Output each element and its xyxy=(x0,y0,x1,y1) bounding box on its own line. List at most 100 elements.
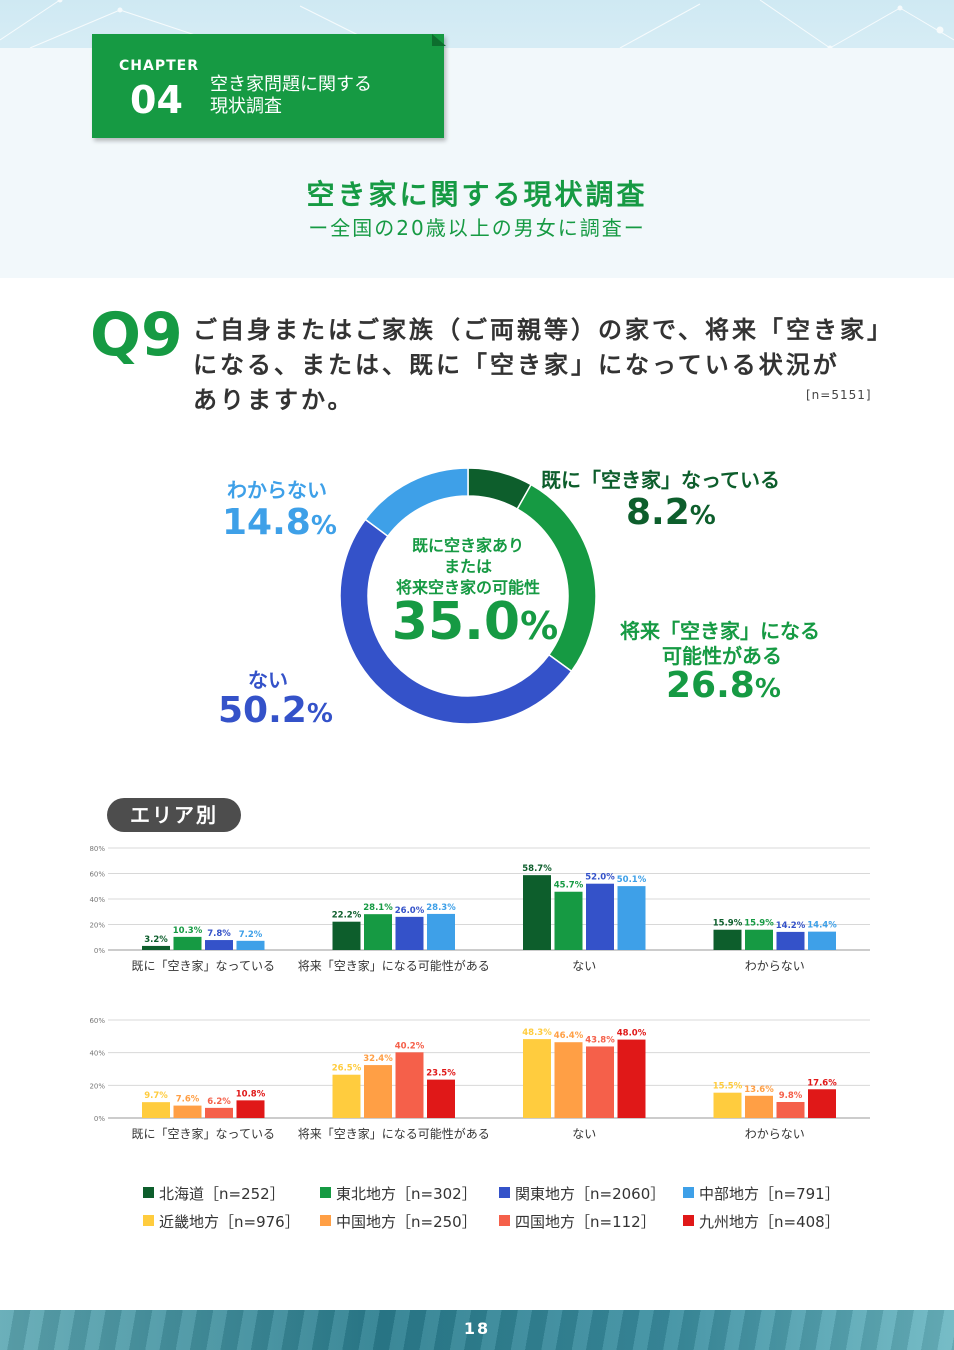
legend-item: 四国地方［n=112］ xyxy=(499,1211,656,1232)
bar-value-label: 32.4% xyxy=(363,1054,393,1064)
bar-value-label: 48.3% xyxy=(522,1028,552,1038)
bar-value-label: 28.1% xyxy=(363,903,393,913)
bar-value-label: 9.8% xyxy=(779,1091,803,1101)
bar xyxy=(745,929,773,950)
label-future-value: 26.8% xyxy=(666,665,781,706)
bar-value-label: 7.2% xyxy=(239,930,263,940)
category-label: わからない xyxy=(745,1127,805,1141)
bar-value-label: 13.6% xyxy=(744,1085,774,1095)
donut-center-line3: 将来空き家の可能性 xyxy=(395,578,540,597)
label-unknown-unit: % xyxy=(310,511,337,541)
legend-item: 九州地方［n=408］ xyxy=(683,1211,840,1232)
bar-value-label: 23.5% xyxy=(426,1069,456,1079)
bar xyxy=(713,1092,742,1118)
bar-value-label: 40.2% xyxy=(395,1041,425,1051)
label-future-name2: 可能性がある xyxy=(662,644,782,668)
category-label: 既に「空き家」なっている xyxy=(132,1126,275,1141)
bar-value-label: 17.6% xyxy=(807,1078,837,1088)
category-label: わからない xyxy=(745,959,805,973)
bar xyxy=(173,936,202,950)
legend-swatch xyxy=(320,1187,331,1198)
y-tick-label: 40% xyxy=(89,896,105,904)
legend-label: 四国地方［n=112］ xyxy=(515,1213,656,1231)
donut-center-value: 35.0% xyxy=(380,592,570,652)
bar xyxy=(523,875,551,950)
bar xyxy=(713,929,742,950)
bar xyxy=(364,1065,392,1118)
bar xyxy=(776,1101,805,1118)
bar-value-label: 10.3% xyxy=(173,926,203,936)
bar xyxy=(586,883,614,950)
area-bar-chart-2: 0% 20% 40% 60% 9.7% 7.6% 6.2% 10.8% 既に「空き家」なっている… xyxy=(89,1017,870,1141)
legend-item: 北海道［n=252］ xyxy=(143,1183,285,1204)
label-none-value: 50.2% xyxy=(218,690,333,731)
legend-label: 九州地方［n=408］ xyxy=(699,1213,840,1231)
legend-item: 東北地方［n=302］ xyxy=(320,1183,477,1204)
bar xyxy=(142,945,170,950)
page-title: 空き家に関する現状調査 xyxy=(306,178,648,211)
bar-value-label: 14.4% xyxy=(807,921,837,931)
y-tick-label: 60% xyxy=(89,871,105,879)
legend-item: 中部地方［n=791］ xyxy=(683,1183,840,1204)
label-future-number: 26.8 xyxy=(666,665,755,706)
bar xyxy=(332,921,361,950)
label-already-value: 8.2% xyxy=(626,492,716,533)
legend-swatch xyxy=(320,1215,331,1226)
bar xyxy=(205,1107,233,1118)
legend-item: 関東地方［n=2060］ xyxy=(499,1183,665,1204)
bar-value-label: 52.0% xyxy=(585,873,615,883)
bar xyxy=(395,1052,424,1118)
donut-slice-3 xyxy=(364,467,469,538)
y-tick-label: 20% xyxy=(89,1082,105,1090)
bar-value-label: 9.7% xyxy=(144,1091,168,1101)
donut-center-number: 35.0 xyxy=(391,592,521,652)
label-unknown-name: わからない xyxy=(227,478,327,502)
bar xyxy=(586,1046,614,1118)
chapter-title-line1: 空き家問題に関する xyxy=(210,74,372,95)
legend-item: 中国地方［n=250］ xyxy=(320,1211,477,1232)
bar xyxy=(617,886,646,950)
y-tick-label: 0% xyxy=(94,947,105,955)
bar xyxy=(142,1102,170,1118)
bar-value-label: 6.2% xyxy=(207,1097,231,1107)
bar xyxy=(395,916,424,950)
area-bar-chart-1: 0% 20% 40% 60% 80% 3.2% 10.3% 7.8% 7.2% 既に「空き家」なっ… xyxy=(89,845,870,973)
label-unknown-value: 14.8% xyxy=(222,502,337,543)
bar xyxy=(745,1095,773,1118)
legend-swatch xyxy=(499,1187,510,1198)
bar xyxy=(173,1105,202,1118)
legend-swatch xyxy=(143,1187,154,1198)
donut-center-unit: % xyxy=(520,604,559,648)
bar xyxy=(364,914,392,950)
legend-label: 中部地方［n=791］ xyxy=(699,1185,840,1203)
legend-label: 中国地方［n=250］ xyxy=(336,1213,477,1231)
area-section-label: エリア別 xyxy=(107,798,241,832)
category-label: 将来「空き家」になる可能性がある xyxy=(298,958,490,973)
bar-value-label: 7.8% xyxy=(207,929,231,939)
bar xyxy=(236,940,265,950)
chapter-label: CHAPTER xyxy=(119,58,199,74)
label-already-number: 8.2 xyxy=(626,492,690,533)
category-label: 既に「空き家」なっている xyxy=(132,958,275,973)
donut-center-line1: 既に空き家あり xyxy=(411,536,524,555)
y-tick-label: 0% xyxy=(94,1115,105,1123)
bar-value-label: 46.4% xyxy=(554,1031,584,1041)
bar-value-label: 15.9% xyxy=(744,919,774,929)
donut-center-line2: または xyxy=(443,557,492,576)
label-none-unit: % xyxy=(306,699,333,729)
bar-value-label: 7.6% xyxy=(176,1095,200,1105)
chapter-number: 04 xyxy=(130,78,183,122)
bar xyxy=(808,931,836,950)
bar-value-label: 15.9% xyxy=(713,919,743,929)
bar xyxy=(523,1039,551,1118)
bar-value-label: 48.0% xyxy=(617,1029,647,1039)
legend-swatch xyxy=(683,1187,694,1198)
legend-label: 北海道［n=252］ xyxy=(159,1185,285,1203)
legend-label: 東北地方［n=302］ xyxy=(336,1185,477,1203)
bar-value-label: 45.7% xyxy=(554,881,584,891)
header-curve xyxy=(0,230,954,270)
y-tick-label: 60% xyxy=(89,1017,105,1025)
legend-swatch xyxy=(499,1215,510,1226)
y-tick-label: 80% xyxy=(89,845,105,853)
legend-label: 近畿地方［n=976］ xyxy=(159,1213,300,1231)
